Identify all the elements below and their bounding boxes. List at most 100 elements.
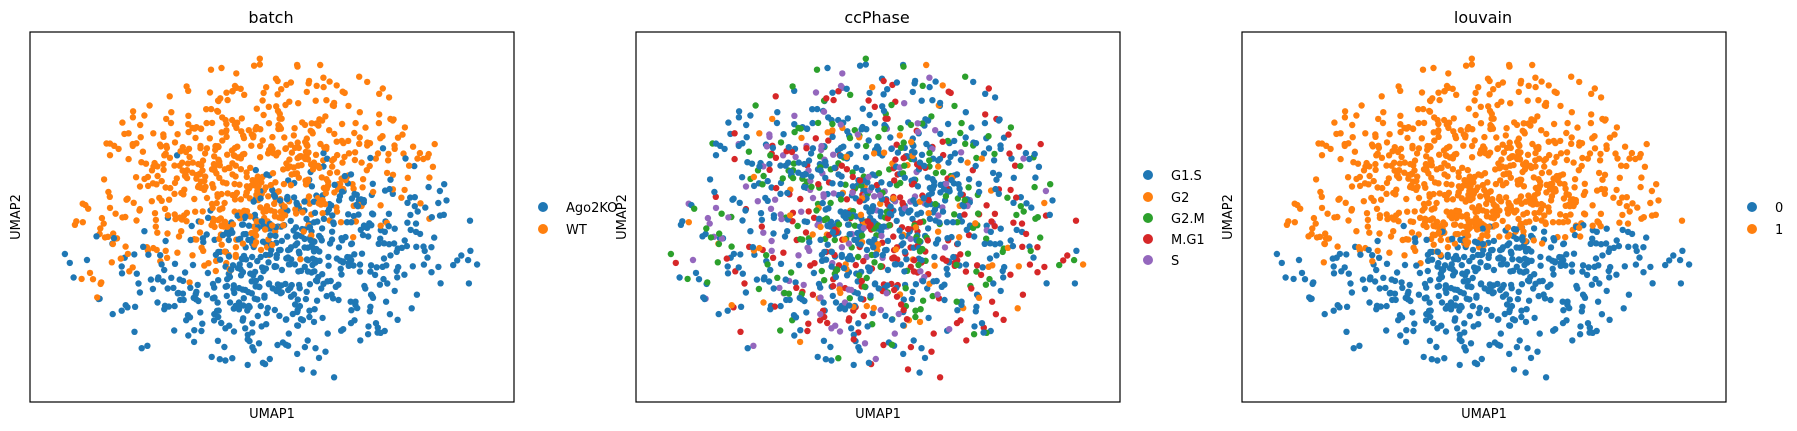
ccphase-point <box>825 205 832 212</box>
louvain-point <box>1379 119 1387 127</box>
ccphase-point <box>829 292 836 300</box>
louvain-point <box>1519 237 1526 244</box>
louvain-point <box>1571 176 1579 183</box>
ccphase-point <box>947 153 954 161</box>
louvain-point <box>1485 254 1492 261</box>
ccphase-point <box>814 105 821 113</box>
batch-point <box>308 183 316 190</box>
batch-point <box>250 62 258 69</box>
batch-point <box>389 117 396 124</box>
batch-point <box>436 212 444 219</box>
louvain-point <box>1363 159 1370 167</box>
ccphase-point <box>992 185 999 193</box>
batch-legend-label: Ago2KO <box>566 201 617 216</box>
ccphase-point <box>882 312 889 319</box>
batch-point <box>322 190 329 197</box>
batch-point <box>361 223 368 230</box>
ccphase-point <box>863 302 870 310</box>
ccphase-point <box>867 221 874 228</box>
batch-point <box>226 322 233 329</box>
ccphase-point <box>916 318 924 326</box>
batch-point <box>312 97 319 104</box>
louvain-point <box>1382 284 1389 292</box>
ccphase-point <box>877 208 884 215</box>
louvain-point <box>1597 241 1605 248</box>
louvain-point <box>1559 298 1566 305</box>
ccphase-point <box>676 274 683 281</box>
louvain-point <box>1318 193 1326 200</box>
batch-point <box>206 135 213 142</box>
ccphase-point <box>776 284 783 292</box>
louvain-point <box>1452 295 1460 302</box>
louvain-point <box>1599 252 1606 259</box>
batch-point <box>385 223 392 230</box>
ccphase-point <box>893 79 901 86</box>
louvain-point <box>1488 115 1495 122</box>
batch-point <box>165 196 173 203</box>
batch-point <box>381 327 388 335</box>
ccphase-point <box>854 142 861 149</box>
ccphase-point <box>1005 131 1012 138</box>
batch-point <box>360 199 367 206</box>
ccphase-point <box>1035 163 1043 170</box>
batch-point <box>313 82 320 90</box>
batch-point <box>249 320 256 327</box>
ccphase-point <box>875 133 882 141</box>
louvain-point <box>1393 269 1401 276</box>
louvain-point <box>1634 204 1641 211</box>
batch-point <box>274 281 282 288</box>
ccphase-point <box>753 276 761 283</box>
louvain-point <box>1445 70 1452 77</box>
ccphase-point <box>886 222 893 229</box>
batch-point <box>224 190 231 197</box>
ccphase-point <box>883 246 890 254</box>
ccphase-point <box>850 331 857 338</box>
ccphase-point <box>872 355 879 363</box>
batch-point <box>61 250 69 258</box>
ccphase-point <box>921 162 928 169</box>
batch-point <box>367 262 375 269</box>
louvain-point <box>1522 369 1529 376</box>
louvain-point <box>1625 291 1633 298</box>
louvain-point <box>1677 280 1685 287</box>
ccphase-point <box>796 294 803 302</box>
ccphase-point <box>929 292 936 300</box>
louvain-point <box>1431 205 1438 212</box>
batch-point <box>180 191 187 198</box>
louvain-point <box>1504 233 1512 240</box>
louvain-point <box>1628 149 1636 157</box>
louvain-point <box>1678 217 1686 224</box>
batch-point <box>237 85 244 93</box>
batch-point <box>320 83 327 91</box>
batch-point <box>176 276 183 283</box>
louvain-point <box>1443 180 1450 188</box>
louvain-point <box>1524 257 1531 264</box>
ccphase-point <box>903 316 911 323</box>
louvain-point <box>1493 134 1500 141</box>
louvain-point <box>1619 211 1626 219</box>
ccphase-point <box>944 271 951 278</box>
louvain-point <box>1484 232 1491 240</box>
ccphase-point <box>711 188 718 196</box>
louvain-point <box>1410 178 1417 185</box>
louvain-point <box>1503 125 1510 132</box>
louvain-point <box>1589 235 1596 242</box>
ccphase-point <box>880 77 887 85</box>
batch-point <box>135 280 142 287</box>
batch-point <box>467 247 474 254</box>
louvain-point <box>1515 288 1522 295</box>
louvain-point <box>1405 124 1412 131</box>
batch-point <box>265 259 272 266</box>
ccphase-point <box>997 287 1004 295</box>
batch-point <box>409 143 417 150</box>
louvain-point <box>1541 212 1548 219</box>
batch-point <box>207 66 215 73</box>
louvain-point <box>1637 183 1644 191</box>
batch-point <box>429 163 437 170</box>
batch-point <box>284 254 292 261</box>
batch-point <box>151 159 158 167</box>
batch-point <box>203 106 210 113</box>
ccphase-point <box>742 207 749 214</box>
louvain-point <box>1395 317 1402 324</box>
louvain-point <box>1490 266 1498 274</box>
